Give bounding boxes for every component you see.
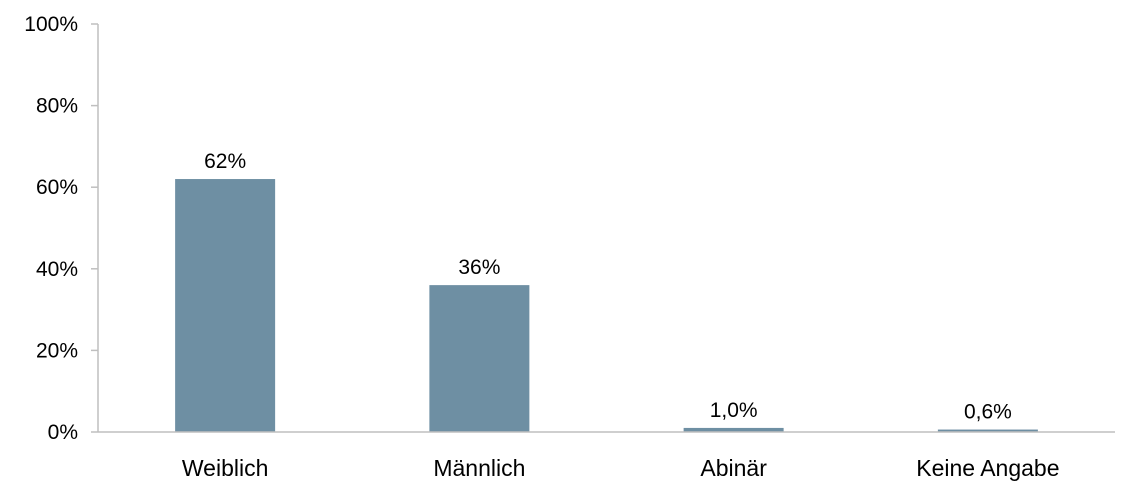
y-tick-label: 0%	[48, 421, 78, 444]
x-tick-label: Weiblich	[182, 455, 269, 481]
y-tick-label: 60%	[36, 176, 78, 199]
bars	[175, 179, 1038, 432]
y-tick-label: 20%	[36, 339, 78, 362]
data-label: 36%	[458, 256, 500, 279]
y-axis: 0% 20% 40% 60% 80% 100%	[24, 13, 99, 444]
bar-abinär	[683, 427, 784, 432]
data-label: 62%	[204, 150, 246, 173]
y-tick-label: 100%	[24, 13, 78, 36]
data-label: 0,6%	[964, 401, 1012, 424]
y-tick-label: 40%	[36, 258, 78, 281]
x-axis: Weiblich Männlich Abinär Keine Angabe	[98, 431, 1115, 481]
data-label: 1,0%	[710, 399, 758, 422]
x-tick-label: Männlich	[433, 455, 525, 481]
bar-keine-angabe	[937, 429, 1038, 432]
data-labels: 62% 36% 1,0% 0,6%	[204, 150, 1012, 424]
bar-weiblich	[175, 179, 276, 432]
y-tick-label: 80%	[36, 95, 78, 118]
x-tick-label: Abinär	[700, 455, 767, 481]
x-tick-label: Keine Angabe	[916, 455, 1059, 481]
bar-männlich	[429, 285, 530, 432]
